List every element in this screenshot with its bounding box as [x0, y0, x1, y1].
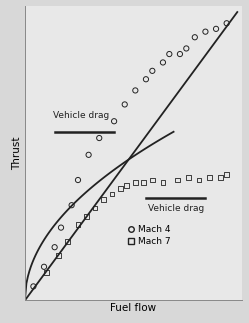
Point [123, 102, 127, 107]
Point [218, 175, 222, 180]
Point [187, 175, 190, 180]
Point [150, 177, 154, 182]
Point [70, 203, 74, 208]
Point [44, 270, 48, 275]
Point [167, 51, 171, 57]
Point [84, 214, 88, 219]
Point [208, 175, 212, 180]
Text: Vehicle drag: Vehicle drag [148, 204, 204, 213]
Point [53, 245, 57, 250]
Point [144, 77, 148, 82]
Point [76, 177, 80, 182]
Point [31, 284, 35, 289]
Point [57, 253, 61, 258]
Point [142, 180, 146, 185]
Point [42, 264, 46, 269]
Point [76, 222, 80, 227]
Point [203, 29, 207, 34]
Point [193, 35, 197, 40]
Point [87, 152, 91, 157]
Point [65, 239, 69, 244]
Point [133, 180, 137, 185]
Legend: Mach 4, Mach 7: Mach 4, Mach 7 [127, 225, 170, 246]
Point [150, 68, 154, 73]
Point [93, 205, 97, 211]
Point [110, 192, 114, 197]
Point [161, 60, 165, 65]
Point [225, 172, 229, 177]
Point [133, 88, 137, 93]
Text: Vehicle drag: Vehicle drag [53, 111, 109, 120]
Point [225, 21, 229, 26]
Point [125, 183, 129, 188]
Point [119, 186, 123, 191]
Point [184, 46, 188, 51]
Point [214, 26, 218, 31]
Point [197, 177, 201, 182]
Point [102, 197, 106, 202]
Point [161, 180, 165, 185]
Point [97, 135, 101, 141]
Point [59, 225, 63, 230]
Point [178, 51, 182, 57]
Point [112, 119, 116, 124]
Y-axis label: Thrust: Thrust [12, 137, 22, 170]
Point [176, 177, 180, 182]
X-axis label: Fuel flow: Fuel flow [110, 303, 156, 313]
